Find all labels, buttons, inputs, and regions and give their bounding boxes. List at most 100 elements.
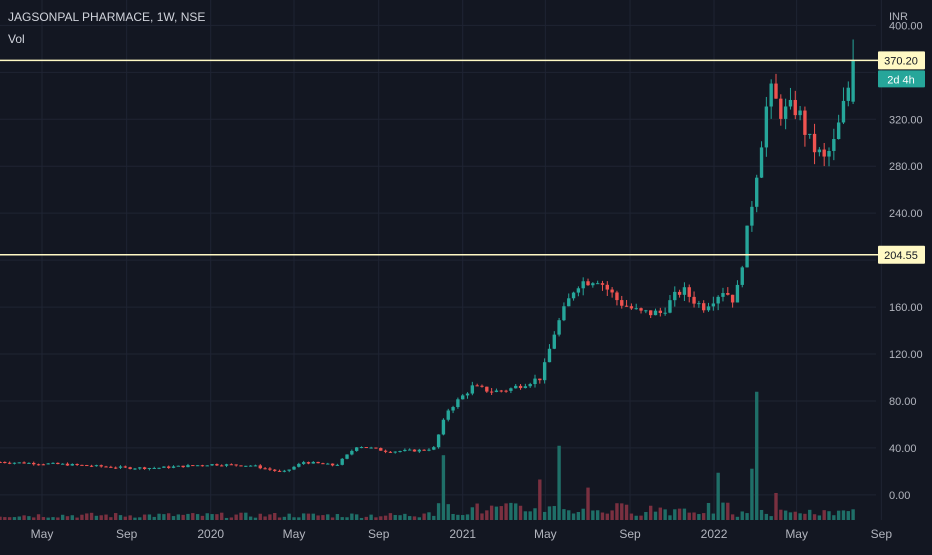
candle <box>822 142 826 167</box>
candle <box>755 174 759 213</box>
volume-bar <box>17 516 21 520</box>
volume-bar <box>195 514 200 520</box>
candle <box>393 451 397 454</box>
volume-bar <box>118 515 123 520</box>
candle <box>798 106 802 121</box>
candle <box>673 286 677 307</box>
volume-bar <box>104 514 108 520</box>
x-tick-label: Sep <box>619 527 641 541</box>
volume-bar <box>485 510 489 520</box>
candle <box>277 469 282 472</box>
candle <box>595 280 600 285</box>
volume-bar <box>123 516 128 520</box>
volume-bar <box>779 509 783 520</box>
volume-bar <box>432 515 436 520</box>
candle <box>547 344 552 363</box>
volume-indicator-label[interactable]: Vol <box>8 32 25 46</box>
volume-bar <box>504 503 508 520</box>
price-label: 370.20 <box>884 55 918 67</box>
candle <box>215 463 219 466</box>
volume-bar <box>369 514 373 520</box>
candle <box>60 463 65 465</box>
volume-bar <box>769 516 773 520</box>
candle <box>528 382 532 388</box>
candle <box>17 462 21 464</box>
volume-bar <box>321 515 325 520</box>
volume-bar <box>224 517 229 520</box>
y-tick-label: 40.00 <box>889 443 917 455</box>
volume-bar <box>788 512 793 520</box>
candle <box>750 201 754 232</box>
candle <box>297 462 301 468</box>
x-tick-label: Sep <box>871 527 893 541</box>
candle <box>764 96 769 157</box>
candle <box>436 434 441 449</box>
volume-bar <box>499 506 503 520</box>
candle <box>369 446 373 449</box>
candle <box>7 461 12 465</box>
candle <box>610 287 614 298</box>
candle <box>258 464 262 470</box>
volume-bar <box>27 516 31 520</box>
volume-bar <box>658 507 663 520</box>
volume-bar <box>702 513 706 520</box>
volume-bar <box>832 515 836 520</box>
volume-bar <box>798 513 802 520</box>
volume-bar <box>46 517 50 520</box>
volume-bar <box>581 508 585 520</box>
volume-bar <box>398 515 402 520</box>
volume-bar <box>263 516 267 520</box>
volume-bar <box>726 502 730 520</box>
volume-bar <box>817 515 822 520</box>
volume-bar <box>75 517 79 520</box>
candle <box>94 464 99 467</box>
horizontal-lines[interactable]: 370.20 2d 4h 204.55 <box>0 51 925 264</box>
volume-bar <box>706 502 711 520</box>
price-label-box[interactable] <box>878 51 925 70</box>
candle <box>36 463 41 466</box>
candle <box>51 462 55 464</box>
volume-bar <box>128 515 132 520</box>
price-axis[interactable]: 0.00 40.00 80.00 120.00 160.00 240.00 280.00 32… <box>889 20 923 501</box>
candle <box>273 468 277 472</box>
y-tick-label: 120.00 <box>889 349 923 361</box>
candle <box>248 465 253 467</box>
volume-bar <box>673 509 677 520</box>
volume-bar <box>600 512 605 520</box>
candle <box>581 277 585 296</box>
volume-bar <box>740 511 744 520</box>
volume-bar <box>629 513 634 520</box>
y-tick-label: 280.00 <box>889 161 923 173</box>
candle <box>210 463 214 466</box>
y-tick-label: 400.00 <box>889 20 923 32</box>
volume-bar <box>721 502 725 520</box>
volume-bar <box>692 512 696 520</box>
y-tick-label: 0.00 <box>889 490 910 502</box>
candle <box>220 464 224 467</box>
time-axis[interactable]: May Sep 2020 May Sep 2021 May Sep 2022 May Sep <box>31 527 893 541</box>
candle <box>456 397 460 409</box>
candle <box>485 386 489 393</box>
candle <box>620 295 624 309</box>
candle <box>832 128 836 161</box>
volume-bar <box>480 513 484 520</box>
volume-bar <box>326 514 330 520</box>
candle <box>205 465 209 467</box>
volume-bar <box>783 510 788 520</box>
candle <box>518 383 523 390</box>
volume-bar <box>287 513 291 520</box>
volume-bar <box>354 514 359 520</box>
candle <box>350 449 354 456</box>
volume-bar <box>36 514 41 520</box>
volume-bar <box>330 517 335 520</box>
volume-bar <box>316 515 320 520</box>
volume-bar <box>359 517 364 520</box>
candle <box>538 378 542 384</box>
candle <box>133 467 137 470</box>
candle <box>841 87 846 125</box>
price-label-box[interactable] <box>878 245 925 264</box>
candle <box>562 302 566 322</box>
volume-bar <box>682 508 687 520</box>
